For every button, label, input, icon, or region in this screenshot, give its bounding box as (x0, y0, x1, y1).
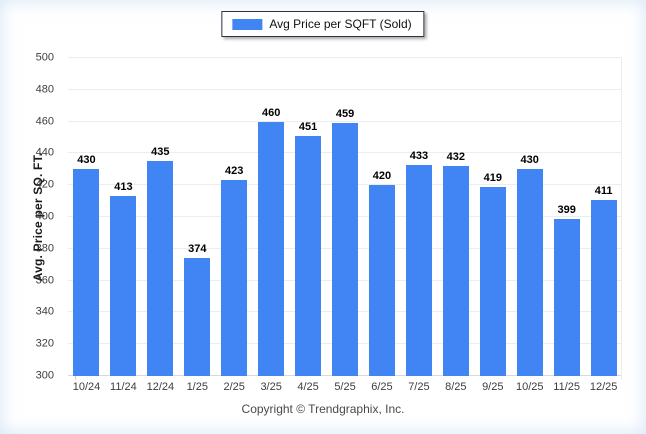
gridline (68, 88, 622, 90)
legend-swatch-icon (232, 18, 263, 30)
bar-group: 420 (364, 58, 401, 376)
y-tick-label: 460 (35, 115, 54, 128)
bar-value-label: 430 (520, 154, 539, 166)
legend-label: Avg Price per SQFT (Sold) (269, 17, 412, 31)
x-tick-label: 7/25 (408, 381, 430, 393)
x-axis-tick (75, 376, 76, 380)
y-tick-label: 400 (35, 210, 54, 223)
bar (110, 196, 137, 376)
x-tick-label: 2/25 (223, 381, 245, 393)
bar-group: 411 (585, 58, 622, 376)
bar-value-label: 374 (188, 243, 207, 255)
bar (553, 219, 580, 376)
y-tick-label: 340 (35, 305, 54, 318)
bar-group: 459 (327, 58, 364, 376)
bar-value-label: 432 (446, 151, 466, 163)
x-tick-label: 11/24 (110, 381, 137, 393)
bar-value-label: 399 (557, 204, 576, 216)
bar-group: 430 (68, 58, 105, 376)
plot-right-border (621, 58, 622, 380)
bar (479, 187, 506, 376)
x-tick-label: 4/25 (297, 381, 319, 393)
y-tick-label: 500 (35, 51, 54, 64)
bar (221, 180, 248, 376)
gridline (68, 57, 622, 58)
bar-group: 423 (216, 58, 253, 376)
bar-value-label: 423 (225, 165, 244, 177)
x-tick-label: 8/25 (445, 381, 467, 393)
x-tick-label: 12/24 (146, 381, 175, 393)
y-tick-label: 420 (35, 178, 54, 191)
x-tick-label: 10/24 (72, 381, 101, 393)
bar-value-label: 435 (151, 146, 170, 158)
y-tick-label: 320 (35, 337, 54, 350)
bar-group: 374 (179, 58, 216, 376)
bar-group: 432 (437, 58, 474, 376)
bar (295, 136, 322, 376)
bar-value-label: 433 (409, 150, 429, 162)
plot-area: 430 413 435 374 423 460 451 459 420 433 432 419 430 3… (68, 57, 622, 380)
bar-group: 399 (548, 58, 585, 376)
bars-row: 430 413 435 374 423 460 451 459 420 433 432 419 430 3… (68, 58, 622, 376)
bar-value-label: 411 (594, 185, 613, 197)
x-tick-label: 1/25 (186, 381, 208, 393)
bar (332, 123, 359, 376)
y-tick-labels: 300 320 340 360 380 400 420 440 460 480 500 (0, 52, 60, 381)
chart-legend: Avg Price per SQFT (Sold) (221, 11, 425, 37)
bar-group: 460 (253, 58, 290, 376)
copyright-text: Copyright © Trendgraphix, Inc. (241, 402, 405, 416)
bar-value-label: 419 (483, 172, 502, 184)
bar-value-label: 460 (261, 107, 281, 119)
x-tick-label: 9/25 (482, 381, 504, 393)
bar (516, 169, 543, 376)
bar (258, 122, 285, 376)
bar-value-label: 413 (114, 181, 133, 193)
bar-value-label: 420 (372, 170, 392, 182)
bar (442, 166, 469, 376)
bar (590, 200, 617, 376)
y-tick-label: 300 (35, 369, 54, 382)
bar-value-label: 451 (298, 121, 318, 133)
bar-group: 413 (105, 58, 142, 376)
bar (405, 165, 432, 376)
x-tick-labels: 10/24 11/24 12/24 1/25 2/25 3/25 4/25 5/25 6/25 7… (68, 381, 622, 393)
x-tick-label: 5/25 (334, 381, 356, 393)
y-tick-label: 480 (35, 83, 54, 96)
gridline (68, 120, 622, 122)
bar (184, 258, 211, 376)
bar-group: 419 (474, 58, 511, 376)
y-tick-label: 380 (35, 242, 54, 255)
bar-group: 430 (511, 58, 548, 376)
y-tick-label: 440 (35, 146, 54, 159)
bar-group: 433 (400, 58, 437, 376)
bar-group: 451 (290, 58, 327, 376)
x-tick-label: 6/25 (371, 381, 393, 393)
y-tick-label: 360 (35, 274, 54, 287)
bar-value-label: 459 (335, 108, 355, 120)
x-tick-label: 12/25 (589, 381, 618, 393)
bar (368, 185, 395, 376)
x-tick-label: 10/25 (515, 381, 544, 393)
x-tick-label: 11/25 (553, 381, 581, 393)
bar (147, 161, 174, 376)
bar-value-label: 430 (77, 154, 96, 166)
bar-group: 435 (142, 58, 179, 376)
x-tick-label: 3/25 (260, 381, 282, 393)
bar (73, 169, 100, 376)
